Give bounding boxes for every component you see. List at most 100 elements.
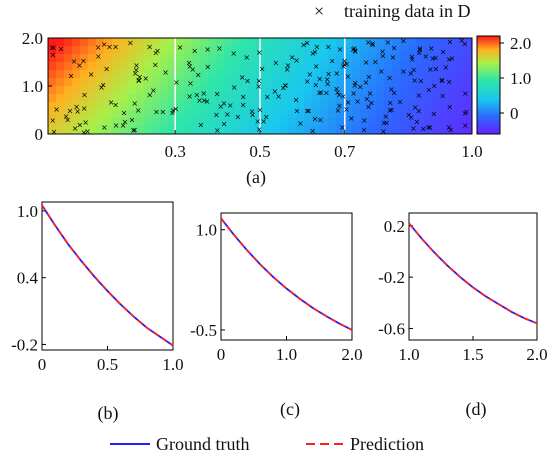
training-point: ×	[264, 93, 271, 102]
heat-cell	[160, 126, 169, 134]
heat-cell	[64, 118, 73, 127]
heat-cell	[432, 38, 441, 47]
heat-cell	[464, 54, 472, 63]
heat-cell	[432, 70, 441, 79]
heat-cell	[416, 62, 425, 71]
heat-cell	[440, 86, 449, 95]
training-point: ×	[351, 81, 358, 90]
y-tick-label: 1.0	[196, 221, 217, 240]
training-point: ×	[343, 105, 350, 114]
heat-cell	[416, 54, 425, 63]
heat-cell	[352, 94, 361, 103]
heat-cell	[384, 70, 393, 79]
training-point: ×	[230, 49, 237, 58]
heat-cell	[400, 86, 409, 95]
heat-cell	[184, 110, 193, 119]
training-point: ×	[380, 51, 387, 60]
heat-cell	[112, 54, 121, 63]
heat-cell	[304, 46, 313, 55]
heat-cell	[104, 46, 113, 55]
training-point: ×	[249, 111, 256, 120]
heat-cell	[112, 38, 121, 47]
heat-cell	[336, 94, 345, 103]
heat-cell	[272, 70, 281, 79]
heat-cell	[384, 102, 393, 111]
training-point: ×	[81, 90, 88, 99]
heat-cell	[416, 78, 425, 87]
heat-cell	[376, 118, 385, 127]
heat-cell	[272, 102, 281, 111]
training-point: ×	[309, 49, 316, 58]
training-point: ×	[447, 38, 454, 47]
heat-cell	[320, 102, 329, 111]
training-point: ×	[361, 116, 368, 125]
heat-cell	[320, 38, 329, 47]
training-point: ×	[150, 86, 157, 95]
heat-cell	[88, 54, 97, 63]
heat-cell	[72, 102, 81, 111]
training-point: ×	[415, 106, 422, 115]
caption-a: (a)	[246, 167, 266, 188]
x-tick-label: 2.0	[341, 345, 362, 364]
heat-cell	[400, 110, 409, 119]
heat-cell	[312, 46, 321, 55]
heat-cell	[456, 70, 465, 79]
heat-cell	[336, 78, 345, 87]
training-point: ×	[240, 92, 247, 101]
heat-cell	[56, 70, 65, 79]
heat-cell	[224, 70, 233, 79]
heat-cell	[224, 38, 233, 47]
heat-cell	[176, 78, 185, 87]
x-tick-label: 0	[217, 345, 226, 364]
training-point: ×	[411, 76, 418, 85]
heat-cell	[208, 86, 217, 95]
y-tick-label: 2.0	[22, 29, 43, 48]
heat-cell	[232, 126, 241, 134]
heat-cell	[240, 118, 249, 127]
heat-cell	[160, 62, 169, 71]
training-point: ×	[391, 43, 398, 52]
heat-cell	[416, 118, 425, 127]
training-point: ×	[430, 110, 437, 119]
training-point: ×	[381, 118, 388, 127]
heat-cell	[160, 110, 169, 119]
training-point: ×	[154, 46, 161, 55]
heat-cell	[464, 86, 472, 95]
training-point: ×	[316, 88, 323, 97]
heat-cell	[184, 70, 193, 79]
y-tick-label: 0.2	[384, 217, 405, 236]
heat-cell	[296, 94, 305, 103]
heat-cell	[368, 118, 377, 127]
training-point: ×	[256, 125, 263, 134]
heat-cell	[336, 110, 345, 119]
caption-d: (d)	[466, 399, 487, 420]
training-point: ×	[343, 60, 350, 69]
heat-cell	[144, 78, 153, 87]
heat-cell	[80, 118, 89, 127]
heat-cell	[376, 102, 385, 111]
heat-cell	[360, 46, 369, 55]
heat-cell	[248, 38, 257, 47]
heat-cell	[88, 46, 97, 55]
heat-cell	[280, 38, 289, 47]
heat-cell	[192, 70, 201, 79]
training-point: ×	[325, 69, 332, 78]
heat-cell	[48, 38, 57, 47]
heat-cell	[64, 78, 73, 87]
heat-cell	[280, 102, 289, 111]
heat-cell	[288, 70, 297, 79]
training-point: ×	[234, 113, 241, 122]
training-point: ×	[413, 117, 420, 126]
slice-lines	[174, 38, 346, 134]
heat-cell	[296, 86, 305, 95]
heat-cell	[288, 78, 297, 87]
heat-cell	[152, 46, 161, 55]
heat-cell	[248, 62, 257, 71]
heat-cell	[312, 38, 321, 47]
training-point: ×	[221, 99, 228, 108]
heat-cell	[128, 78, 137, 87]
heat-cell	[280, 94, 289, 103]
training-point: ×	[446, 102, 453, 111]
heat-cell	[64, 46, 73, 55]
heat-cell	[192, 118, 201, 127]
